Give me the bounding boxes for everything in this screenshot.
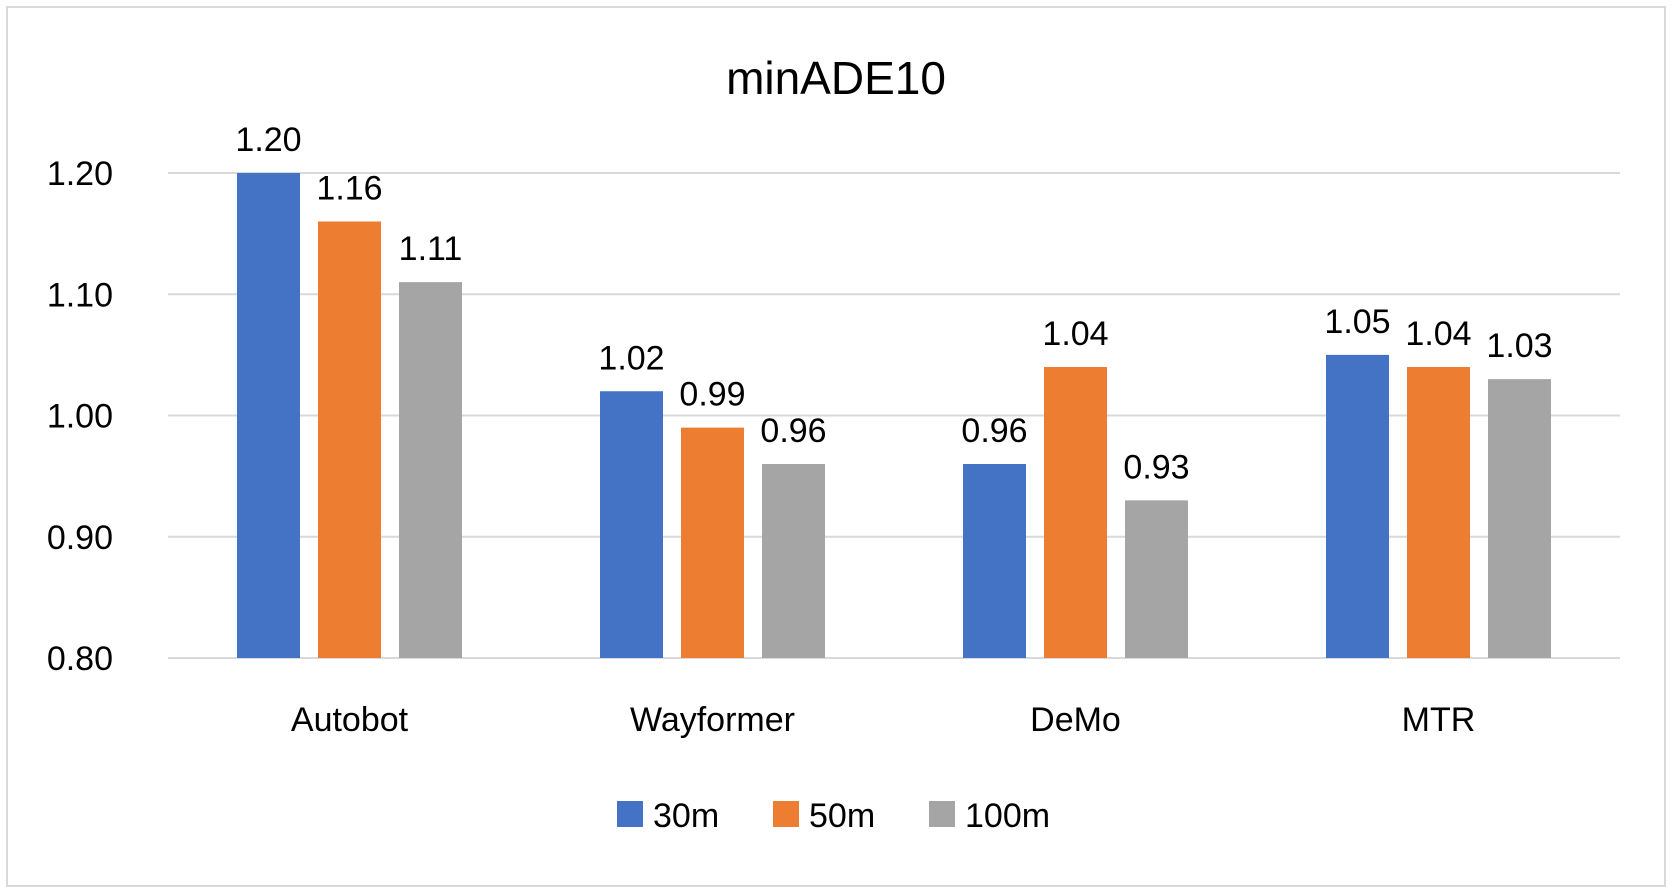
y-axis-ticks: 0.80 0.90 1.00 1.10 1.20 (47, 155, 113, 678)
bar-100m-demo (1125, 500, 1188, 658)
bar-50m-mtr (1407, 367, 1470, 658)
data-label: 1.04 (1405, 315, 1471, 353)
x-category-label: DeMo (1030, 701, 1121, 739)
chart-title: minADE10 (726, 52, 946, 104)
bar-30m-autobot (237, 173, 300, 658)
y-tick-label: 0.80 (47, 640, 113, 678)
bar-100m-wayformer (762, 464, 825, 658)
data-label: 0.96 (961, 412, 1027, 450)
data-label: 1.16 (316, 170, 382, 208)
data-label: 1.11 (399, 230, 463, 268)
legend-label: 30m (653, 797, 719, 835)
legend-label: 100m (965, 797, 1050, 835)
y-tick-label: 1.00 (47, 398, 113, 436)
bar-50m-autobot (318, 221, 381, 658)
bar-30m-mtr (1326, 354, 1389, 658)
x-category-label: Autobot (291, 701, 409, 739)
data-label: 1.05 (1324, 303, 1390, 341)
bar-100m-autobot (399, 282, 462, 658)
legend: 30m 50m 100m (617, 797, 1050, 835)
gridlines (168, 172, 1620, 659)
data-label: 1.03 (1486, 327, 1552, 365)
bar-50m-wayformer (681, 427, 744, 658)
y-tick-label: 0.90 (47, 519, 113, 557)
x-category-label: Wayformer (630, 701, 795, 739)
data-label: 1.04 (1042, 315, 1108, 353)
data-label: 0.93 (1123, 448, 1189, 486)
x-category-label: MTR (1402, 701, 1476, 739)
bar-100m-mtr (1488, 379, 1551, 658)
data-label: 1.02 (598, 339, 664, 377)
x-axis-categories: Autobot Wayformer DeMo MTR (291, 701, 1475, 739)
bar-30m-wayformer (600, 391, 663, 658)
legend-swatch-30m (617, 801, 643, 827)
legend-swatch-100m (929, 801, 955, 827)
data-label: 0.96 (760, 412, 826, 450)
y-tick-label: 1.20 (47, 155, 113, 193)
legend-swatch-50m (773, 801, 799, 827)
bar-50m-demo (1044, 367, 1107, 658)
bar-30m-demo (963, 464, 1026, 658)
legend-label: 50m (809, 797, 875, 835)
bars (237, 173, 1551, 658)
y-tick-label: 1.10 (47, 276, 113, 314)
data-labels: 1.20 1.16 1.11 1.02 0.99 0.96 0.96 1.04 0.93 1.05… (235, 121, 1552, 486)
data-label: 1.20 (235, 121, 301, 159)
data-label: 0.99 (679, 376, 745, 414)
